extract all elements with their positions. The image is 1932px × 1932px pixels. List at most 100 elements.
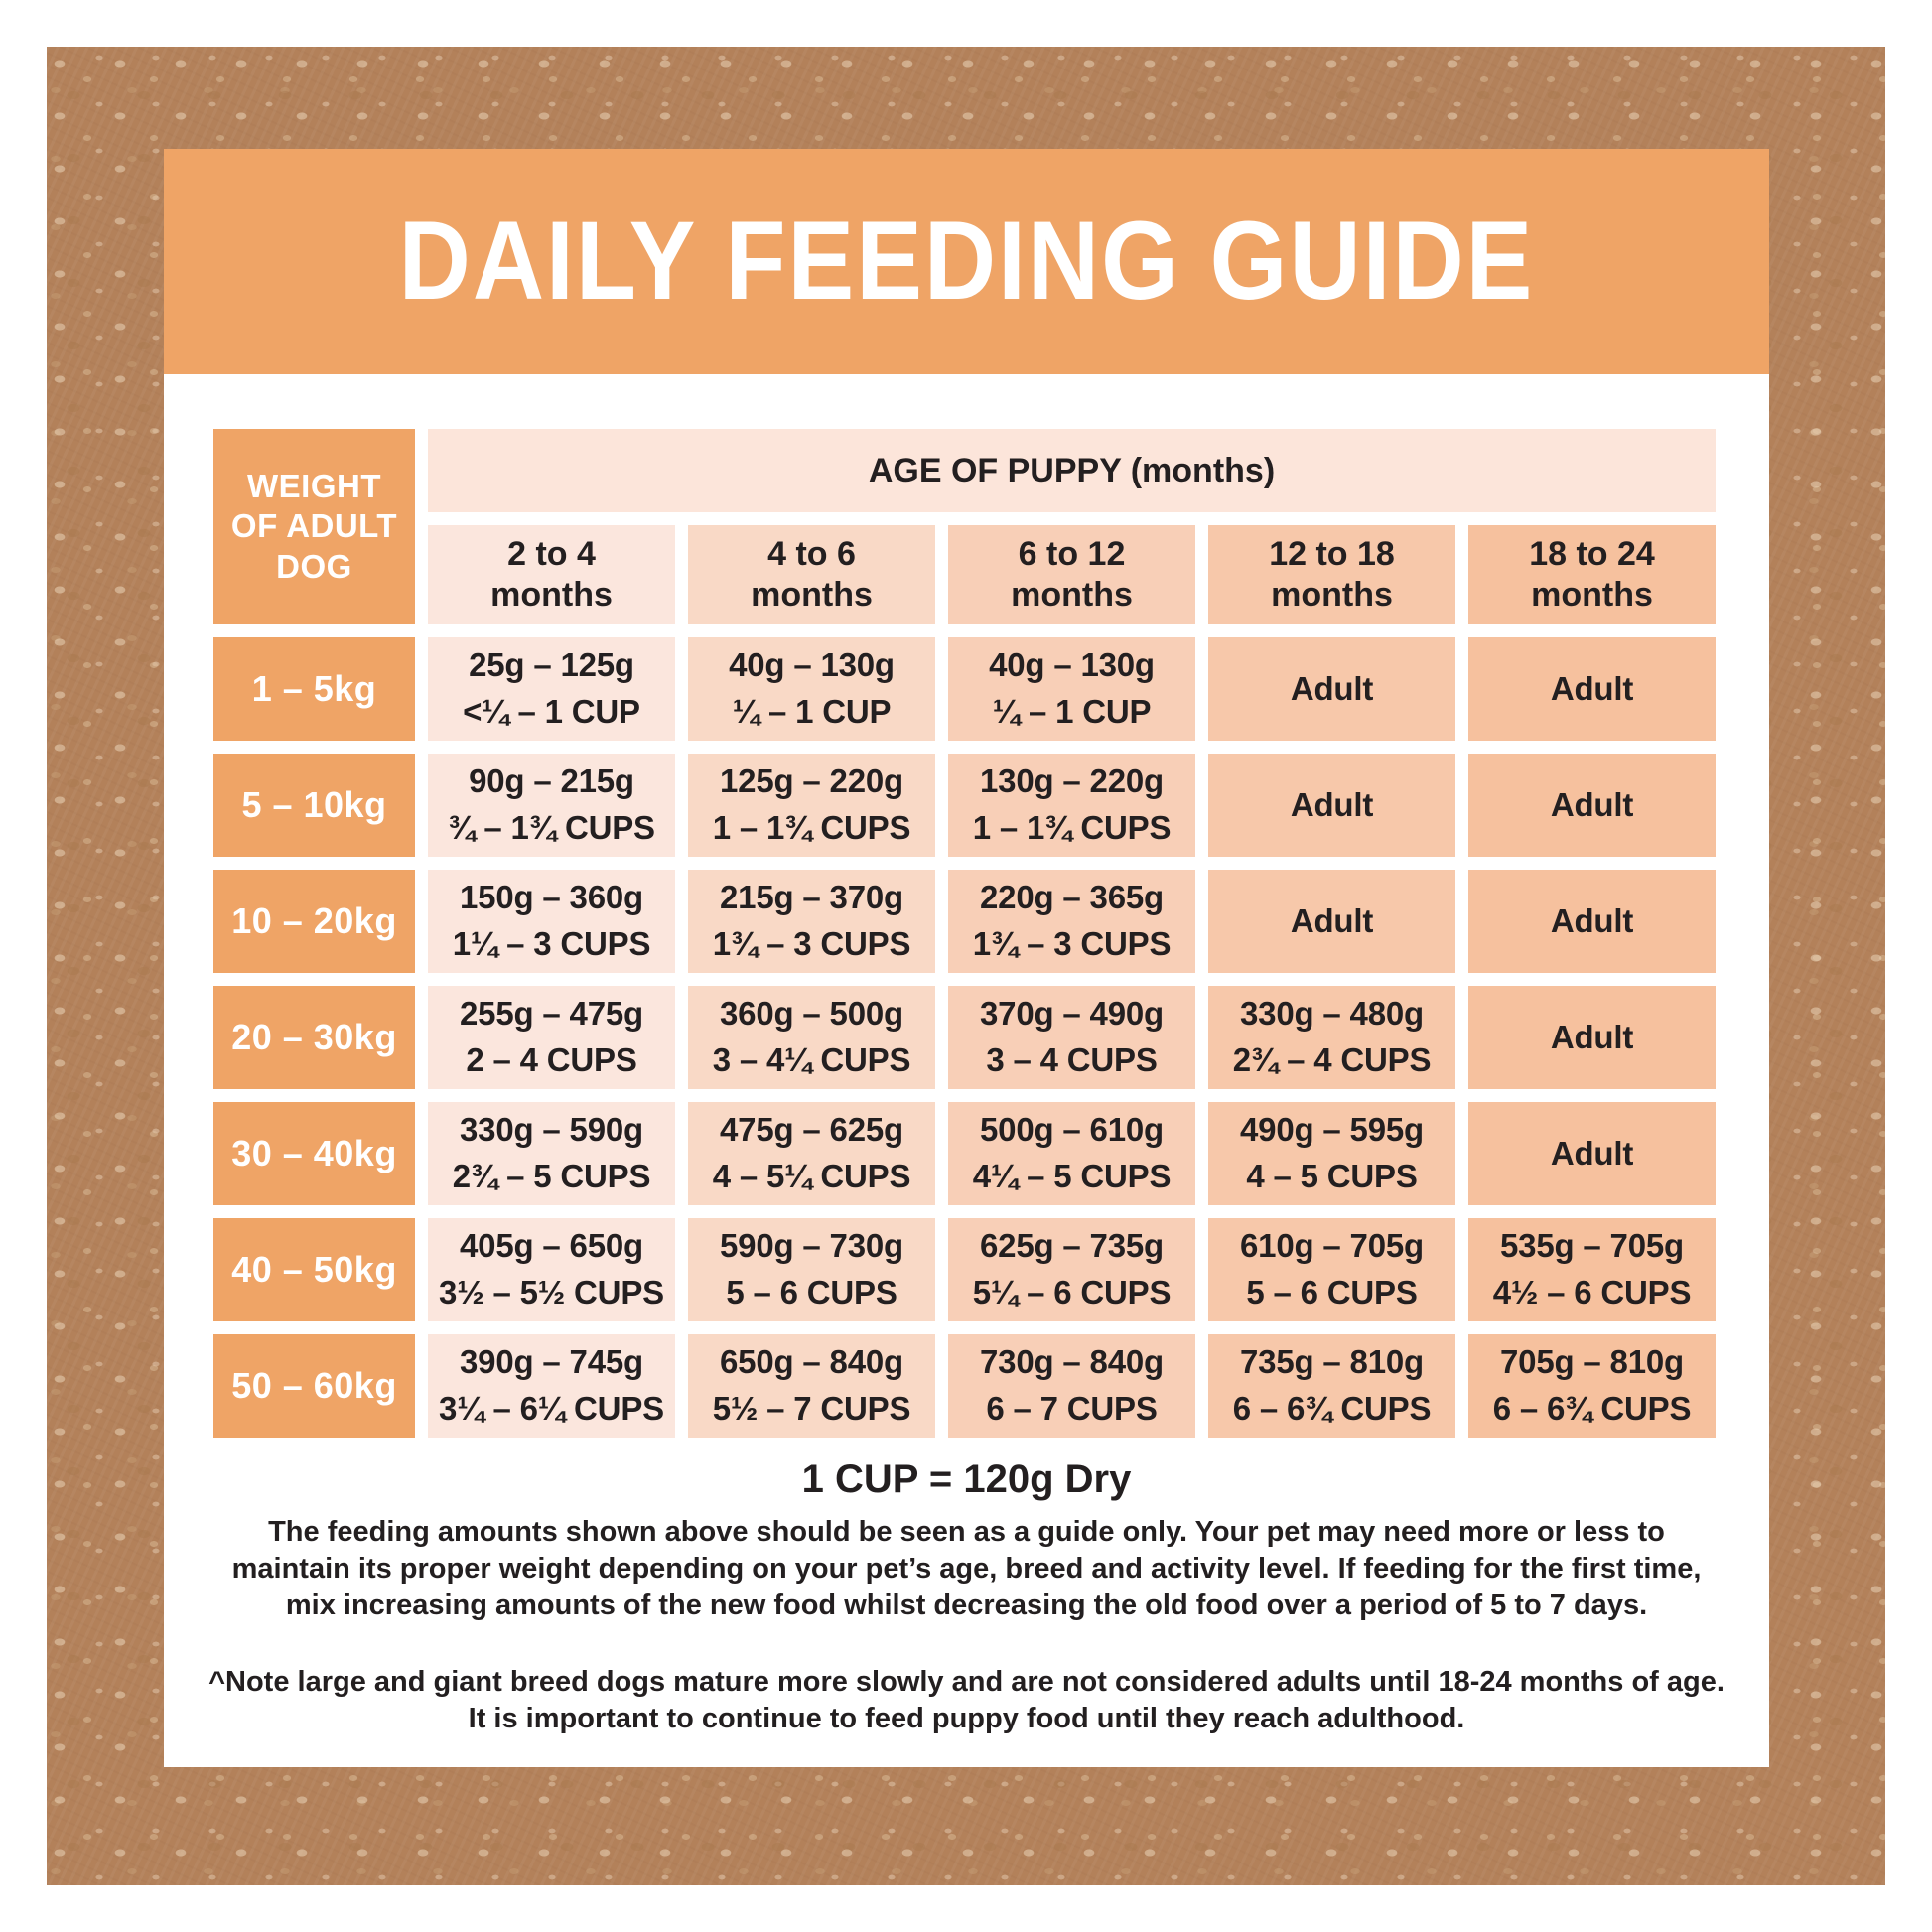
feeding-amount-cell: 535g – 705g 4½ – 6 CUPS (1468, 1218, 1716, 1321)
feeding-amount-cell: 390g – 745g 3¼ – 6¼ CUPS (428, 1334, 675, 1438)
adult-label: Adult (1550, 901, 1634, 939)
amount-line: 1 – 1¾ CUPS (712, 809, 911, 846)
feeding-amount-cell: 625g – 735g 5¼ – 6 CUPS (948, 1218, 1195, 1321)
feeding-amount-cell: 150g – 360g 1¼ – 3 CUPS (428, 870, 675, 973)
amount-line: 25g – 125g (469, 646, 634, 684)
feeding-amount-cell: 730g – 840g 6 – 7 CUPS (948, 1334, 1195, 1438)
amount-line: 2¾ – 4 CUPS (1232, 1041, 1432, 1078)
large-breed-note: ^Note large and giant breed dogs mature … (164, 1664, 1769, 1737)
feeding-amount-cell: 330g – 480g 2¾ – 4 CUPS (1208, 986, 1455, 1089)
feeding-amount-cell: 610g – 705g 5 – 6 CUPS (1208, 1218, 1455, 1321)
cup-equivalence: 1 CUP = 120g Dry (801, 1457, 1132, 1501)
feeding-amount-cell: 215g – 370g 1¾ – 3 CUPS (688, 870, 935, 973)
feeding-amount-cell: Adult (1468, 637, 1716, 741)
feeding-amount-cell: 590g – 730g 5 – 6 CUPS (688, 1218, 935, 1321)
feeding-amount-cell: 40g – 130g ¼ – 1 CUP (948, 637, 1195, 741)
amount-line: 40g – 130g (989, 646, 1155, 684)
feeding-amount-cell: 220g – 365g 1¾ – 3 CUPS (948, 870, 1195, 973)
weight-row-header: 1 – 5kg (213, 637, 415, 741)
age-column-header: 12 to 18 months (1208, 525, 1455, 624)
adult-label: Adult (1290, 785, 1374, 823)
amount-line: 1¼ – 3 CUPS (452, 925, 651, 962)
weight-row-header: 40 – 50kg (213, 1218, 415, 1321)
age-column-header-line: 4 to 6 (767, 535, 856, 574)
adult-label: Adult (1550, 669, 1634, 707)
amount-line: 150g – 360g (460, 879, 643, 916)
amount-line: 390g – 745g (460, 1343, 643, 1381)
age-column-header: 2 to 4 months (428, 525, 675, 624)
amount-line: 215g – 370g (720, 879, 903, 916)
adult-label: Adult (1550, 1134, 1634, 1172)
age-column-header: 18 to 24 months (1468, 525, 1716, 624)
amount-line: 730g – 840g (980, 1343, 1164, 1381)
amount-line: 535g – 705g (1500, 1227, 1684, 1265)
feeding-amount-cell: 650g – 840g 5½ – 7 CUPS (688, 1334, 935, 1438)
age-column-header-line: months (1011, 576, 1133, 614)
feeding-amount-cell: Adult (1208, 754, 1455, 857)
paragraph-line: The feeding amounts shown above should b… (268, 1516, 1665, 1548)
footer: 1 CUP = 120g Dry The feeding amounts sho… (164, 1457, 1769, 1737)
amount-line: 4½ – 6 CUPS (1492, 1274, 1692, 1311)
feeding-amount-cell: 705g – 810g 6 – 6¾ CUPS (1468, 1334, 1716, 1438)
amount-line: 6 – 6¾ CUPS (1492, 1390, 1692, 1427)
feeding-amount-cell: 360g – 500g 3 – 4¼ CUPS (688, 986, 935, 1089)
feeding-amount-cell: Adult (1468, 870, 1716, 973)
amount-line: 735g – 810g (1240, 1343, 1424, 1381)
age-column-header-line: 18 to 24 (1529, 535, 1655, 574)
weight-row-header: 20 – 30kg (213, 986, 415, 1089)
feeding-guide-paragraph: The feeding amounts shown above should b… (164, 1514, 1769, 1624)
amount-line: 220g – 365g (980, 879, 1164, 916)
amount-line: 705g – 810g (1500, 1343, 1684, 1381)
amount-line: 6 – 7 CUPS (986, 1390, 1158, 1427)
paragraph-line: mix increasing amounts of the new food w… (285, 1589, 1648, 1621)
note-line: ^Note large and giant breed dogs mature … (208, 1666, 1725, 1698)
amount-line: 490g – 595g (1240, 1111, 1424, 1149)
age-column-header-line: months (1531, 576, 1653, 614)
age-column-header-line: 12 to 18 (1269, 535, 1395, 574)
feeding-amount-cell: 130g – 220g 1 – 1¾ CUPS (948, 754, 1195, 857)
feeding-amount-cell: 475g – 625g 4 – 5¼ CUPS (688, 1102, 935, 1205)
amount-line: 1¾ – 3 CUPS (972, 925, 1172, 962)
amount-line: <¼ – 1 CUP (463, 693, 640, 730)
feeding-amount-cell: 90g – 215g ¾ – 1¾ CUPS (428, 754, 675, 857)
amount-line: 1¾ – 3 CUPS (712, 925, 911, 962)
amount-line: 3½ – 5½ CUPS (439, 1274, 664, 1311)
feeding-amount-cell: Adult (1468, 986, 1716, 1089)
age-column-header: 6 to 12 months (948, 525, 1195, 624)
adult-label: Adult (1290, 669, 1374, 707)
amount-line: 330g – 590g (460, 1111, 643, 1149)
weight-row-header: 10 – 20kg (213, 870, 415, 973)
feeding-amount-cell: 125g – 220g 1 – 1¾ CUPS (688, 754, 935, 857)
amount-line: 590g – 730g (720, 1227, 903, 1265)
age-column-header-line: 6 to 12 (1018, 535, 1126, 574)
amount-line: 2¾ – 5 CUPS (452, 1158, 651, 1194)
age-column-header-line: months (1271, 576, 1393, 614)
feeding-table: WEIGHT OF ADULT DOG AGE OF PUPPY (months) … (213, 429, 1716, 1438)
corner-header-line: DOG (276, 547, 352, 585)
title-band: DAILY FEEDING GUIDE (164, 149, 1769, 374)
amount-line: 370g – 490g (980, 995, 1164, 1033)
amount-line: 4 – 5 CUPS (1246, 1158, 1418, 1194)
corner-header-line: OF ADULT (230, 507, 398, 545)
amount-line: 610g – 705g (1240, 1227, 1424, 1265)
feeding-amount-cell: 25g – 125g <¼ – 1 CUP (428, 637, 675, 741)
weight-row-header: 50 – 60kg (213, 1334, 415, 1438)
feeding-amount-cell: 500g – 610g 4¼ – 5 CUPS (948, 1102, 1195, 1205)
age-of-puppy-header: AGE OF PUPPY (months) (428, 429, 1716, 512)
amount-line: 650g – 840g (720, 1343, 903, 1381)
amount-line: 5 – 6 CUPS (726, 1274, 897, 1311)
amount-line: 3 – 4 CUPS (986, 1041, 1158, 1078)
amount-line: ¾ – 1¾ CUPS (448, 809, 655, 846)
amount-line: ¼ – 1 CUP (992, 693, 1152, 730)
amount-line: 255g – 475g (460, 995, 643, 1033)
note-line: It is important to continue to feed pupp… (468, 1703, 1465, 1734)
adult-label: Adult (1550, 1018, 1634, 1055)
adult-label: Adult (1290, 901, 1374, 939)
amount-line: 475g – 625g (720, 1111, 903, 1149)
amount-line: 500g – 610g (980, 1111, 1164, 1149)
feeding-amount-cell: 490g – 595g 4 – 5 CUPS (1208, 1102, 1455, 1205)
paragraph-line: maintain its proper weight depending on … (231, 1553, 1702, 1585)
feeding-amount-cell: Adult (1208, 637, 1455, 741)
amount-line: 125g – 220g (720, 762, 903, 800)
corner-header-line: WEIGHT (247, 468, 381, 505)
